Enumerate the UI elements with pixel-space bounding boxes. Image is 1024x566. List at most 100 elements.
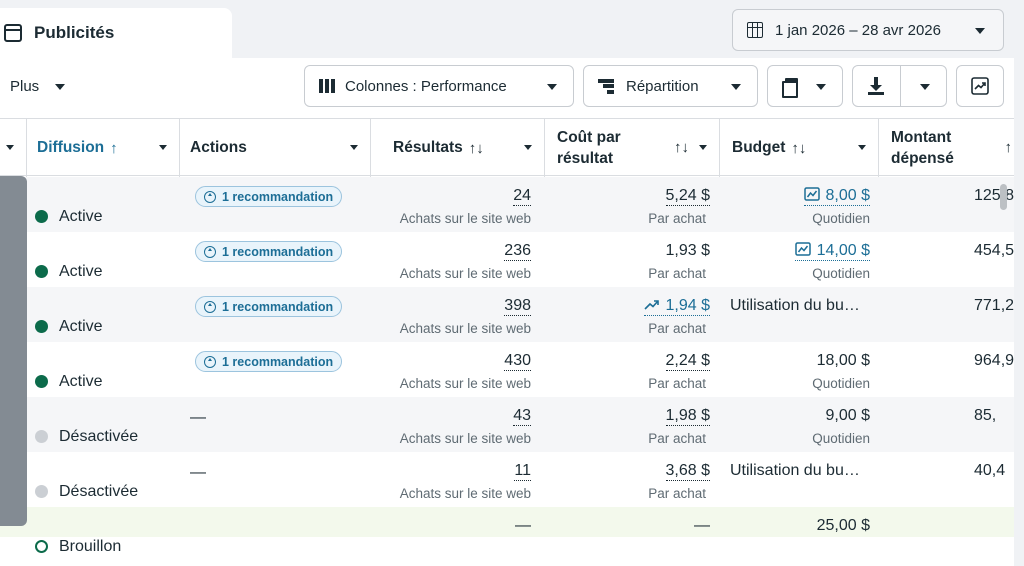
table-row[interactable]: Désactivée — 11 Achats sur le site web 3,68 … <box>0 452 1014 507</box>
results-value[interactable]: 11 <box>514 462 531 481</box>
budget-value: 18,00 $ <box>817 352 870 370</box>
column-header-amount-spent[interactable]: Montant dépensé ↑ <box>879 119 1014 177</box>
cost-per-result-unit: Par achat <box>648 321 706 336</box>
chevron-down-icon <box>6 145 14 150</box>
recommendation-badge[interactable]: 1 recommandation <box>195 186 343 207</box>
table-row[interactable]: Active 1 recommandation 398 Achats sur le s… <box>0 287 1014 342</box>
budget-text: 18,00 $ <box>816 352 870 369</box>
results-value[interactable]: 236 <box>504 242 531 261</box>
tab-ads[interactable]: Publicités <box>0 8 232 58</box>
button-divider <box>900 66 901 106</box>
arrow-up-circle-icon <box>204 300 216 313</box>
results-type: Achats sur le site web <box>399 431 531 446</box>
results-type: Achats sur le site web <box>399 486 531 501</box>
status-label: Brouillon <box>59 537 122 555</box>
results-value[interactable]: 430 <box>504 352 531 371</box>
table-header: Diffusion ↑ Actions Résultats ↑↓ Coût pa… <box>0 118 1014 177</box>
amount-spent-value: 85, <box>974 407 997 424</box>
cost-per-result-unit: Par achat <box>648 431 706 446</box>
status-label: Active <box>59 317 103 335</box>
recommendation-badge[interactable]: 1 recommandation <box>195 241 343 262</box>
sort-arrow-icon: ↑ <box>110 139 118 157</box>
actions-empty: — <box>190 464 206 481</box>
column-header-actions[interactable]: Actions <box>180 119 371 177</box>
status-label: Désactivée <box>59 482 139 500</box>
column-label: Coût par résultat <box>557 127 621 169</box>
column-label-line: Coût par <box>557 129 621 146</box>
results-value[interactable]: 43 <box>513 407 531 426</box>
export-options-chevron-icon[interactable] <box>920 84 930 90</box>
table-row[interactable]: Active 1 recommandation 24 Achats sur le si… <box>0 177 1014 232</box>
table-row[interactable]: Active 1 recommandation 236 Achats sur le s… <box>0 232 1014 287</box>
column-header-results[interactable]: Résultats ↑↓ <box>371 119 545 177</box>
table-row[interactable]: Active 1 recommandation 430 Achats sur le s… <box>0 342 1014 397</box>
more-dropdown[interactable]: Plus <box>10 78 66 95</box>
columns-button[interactable]: Colonnes : Performance <box>304 65 574 107</box>
delivery-status: Désactivée <box>35 409 138 464</box>
delivery-status: Active <box>35 244 103 299</box>
cost-per-result-unit: Par achat <box>648 376 706 391</box>
cost-per-result-text: 5,24 $ <box>665 187 710 204</box>
arrow-up-circle-icon <box>204 355 216 368</box>
delivery-status: Active <box>35 299 103 354</box>
budget-value[interactable]: 14,00 $ <box>794 242 870 261</box>
column-label-line: Montant <box>891 129 952 146</box>
cost-per-result-value[interactable]: 3,68 $ <box>665 462 710 481</box>
chevron-down-icon <box>975 28 985 34</box>
ads-table-panel: Plus Colonnes : Performance Répartition <box>0 58 1014 566</box>
recommendation-label: 1 recommandation <box>222 299 334 314</box>
cost-per-result-unit: Par achat <box>648 211 706 226</box>
chevron-down-icon <box>55 83 66 90</box>
top-bar: Publicités 1 jan 2026 – 28 avr 2026 <box>0 0 1024 58</box>
arrow-up-circle-icon <box>204 190 216 203</box>
reports-icon <box>782 78 798 98</box>
table-row[interactable]: Désactivée — 43 Achats sur le site web 1,98 … <box>0 397 1014 452</box>
table-row[interactable]: Brouillon — — 25,00 $ <box>0 507 1014 555</box>
chevron-down-icon <box>350 145 358 150</box>
amount-spent-value: 125,8 <box>974 187 1014 204</box>
export-button[interactable] <box>868 77 884 95</box>
date-range-button[interactable]: 1 jan 2026 – 28 avr 2026 <box>732 9 1004 51</box>
recommendation-badge[interactable]: 1 recommandation <box>195 296 343 317</box>
breakdown-label: Répartition <box>626 77 699 95</box>
cost-per-result-value[interactable]: 2,24 $ <box>665 352 710 371</box>
sort-arrows-icon: ↑↓ <box>468 139 484 157</box>
charts-button[interactable] <box>956 65 1004 107</box>
cost-per-result-value[interactable]: 5,24 $ <box>665 187 710 206</box>
column-header-budget[interactable]: Budget ↑↓ <box>720 119 879 177</box>
status-label: Active <box>59 262 103 280</box>
results-type: Achats sur le site web <box>399 266 531 281</box>
cost-per-result-text: 1,94 $ <box>665 297 710 314</box>
budget-period: Quotidien <box>812 431 870 446</box>
budget-text: 14,00 $ <box>816 242 870 259</box>
amount-spent-value: 454,5 <box>974 242 1014 259</box>
breakdown-button[interactable]: Répartition <box>583 65 758 107</box>
more-label: Plus <box>10 78 40 95</box>
chevron-down-icon <box>524 145 532 150</box>
export-button-group <box>852 65 947 107</box>
trend-up-icon <box>643 297 666 314</box>
column-header-cost-per-result[interactable]: Coût par résultat ↑↓ <box>545 119 720 177</box>
horizontal-scroll-handle[interactable] <box>0 176 27 526</box>
recommendation-badge[interactable]: 1 recommandation <box>195 351 343 372</box>
column-label-line: dépensé <box>891 150 954 167</box>
cost-per-result-value[interactable]: 1,98 $ <box>665 407 710 426</box>
results-value[interactable]: 398 <box>504 297 531 316</box>
status-dot-icon <box>35 375 48 388</box>
sort-arrow-icon: ↑ <box>1004 139 1013 156</box>
reports-button[interactable] <box>767 65 843 107</box>
status-dot-icon <box>35 265 48 278</box>
status-label: Active <box>59 207 103 225</box>
chevron-down-icon <box>547 84 557 90</box>
cost-per-result-value[interactable]: 1,94 $ <box>643 297 710 316</box>
cost-per-result-value: 1,93 $ <box>666 242 710 260</box>
arrow-up-circle-icon <box>204 245 216 258</box>
budget-period: Quotidien <box>812 266 870 281</box>
results-type: Achats sur le site web <box>399 376 531 391</box>
chevron-down-icon <box>731 84 741 90</box>
results-value[interactable]: 24 <box>513 187 531 206</box>
budget-value[interactable]: 8,00 $ <box>803 187 870 206</box>
column-header-diffusion[interactable]: Diffusion ↑ <box>27 119 180 177</box>
scrollbar-thumb[interactable] <box>1000 184 1007 210</box>
select-column-header[interactable] <box>0 119 27 177</box>
